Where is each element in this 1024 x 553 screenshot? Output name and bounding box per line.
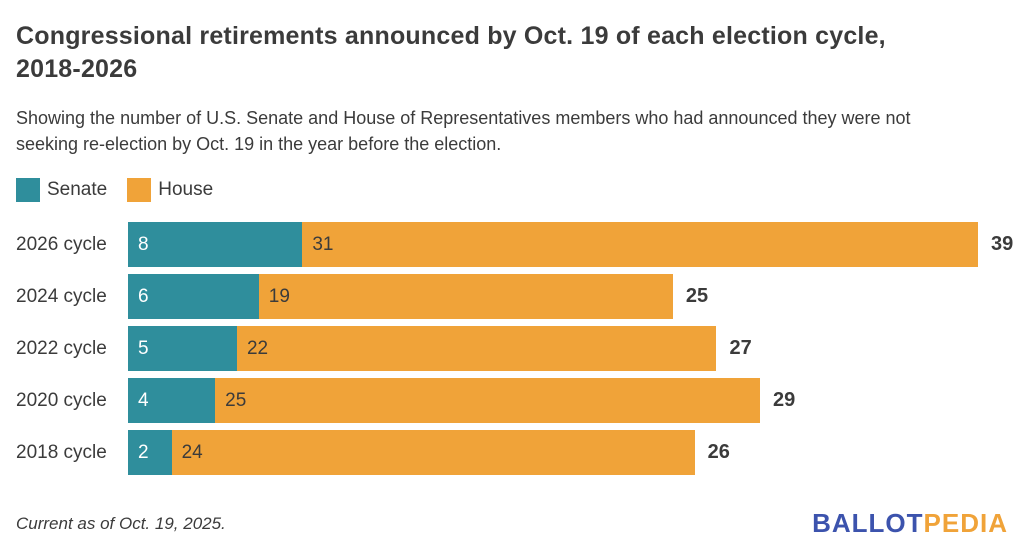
house-value-label: 19: [268, 285, 290, 307]
chart-row-2024: 2024 cycle 6 19 25: [16, 274, 1008, 319]
bar-chart: 2026 cycle 8 31 39 2024 cycle 6 19 25 2022 cycle…: [16, 222, 1013, 482]
legend-swatch-senate: [16, 178, 40, 202]
senate-segment: 5: [128, 326, 237, 371]
senate-segment: 2: [128, 430, 172, 475]
legend-item-house: House: [127, 178, 213, 202]
chart-row-2022: 2022 cycle 5 22 27: [16, 326, 1008, 371]
category-label: 2024 cycle: [16, 285, 107, 307]
total-value-label: 39: [990, 233, 1014, 255]
category-label: 2020 cycle: [16, 389, 107, 411]
stacked-bar: 6 19: [128, 274, 673, 319]
legend-label-senate: Senate: [47, 179, 108, 200]
total-value-label: 29: [773, 389, 796, 411]
house-segment: 31: [302, 222, 978, 267]
chart-row-2020: 2020 cycle 4 25 29: [16, 378, 1008, 423]
logo-part-pedia: PEDIA: [923, 508, 1008, 538]
house-segment: 22: [236, 326, 717, 371]
page-subtitle-line-1: Showing the number of U.S. Senate and Ho…: [16, 108, 911, 128]
chart-row-2018: 2018 cycle 2 24 26: [16, 430, 1008, 475]
senate-segment: 8: [128, 222, 303, 267]
category-label: 2018 cycle: [16, 441, 107, 463]
chart-row-2026: 2026 cycle 8 31 39: [16, 222, 1013, 267]
chart-footer: Current as of Oct. 19, 2025. BALLOTPEDIA: [16, 508, 1008, 539]
senate-segment: 6: [128, 274, 259, 319]
page-subtitle-line-2: seeking re-election by Oct. 19 in the ye…: [16, 134, 502, 154]
stacked-bar: 2 24: [128, 430, 695, 475]
page-title-line-2: 2018-2026: [16, 55, 138, 83]
house-value-label: 22: [246, 337, 269, 359]
footnote: Current as of Oct. 19, 2025.: [16, 513, 226, 533]
senate-value-label: 4: [138, 389, 149, 411]
page-title: Congressional retirements announced by O…: [16, 20, 1008, 86]
house-value-label: 25: [225, 389, 247, 411]
page-subtitle: Showing the number of U.S. Senate and Ho…: [16, 105, 1008, 157]
ballotpedia-logo: BALLOTPEDIA: [812, 508, 1008, 539]
house-value-label: 31: [312, 233, 334, 255]
stacked-bar: 8 31: [128, 222, 978, 267]
chart-legend: Senate House: [16, 178, 1008, 202]
senate-value-label: 6: [138, 285, 149, 307]
logo-part-ballot: BALLOT: [812, 508, 924, 538]
page-title-line-1: Congressional retirements announced by O…: [16, 22, 886, 50]
total-value-label: 25: [685, 285, 709, 307]
stacked-bar: 5 22: [128, 326, 717, 371]
stacked-bar: 4 25: [128, 378, 761, 423]
house-value-label: 24: [181, 441, 203, 463]
senate-value-label: 5: [138, 337, 149, 359]
legend-swatch-house: [127, 178, 152, 202]
legend-label-house: House: [158, 179, 214, 200]
house-segment: 24: [171, 430, 695, 475]
house-segment: 25: [215, 378, 761, 423]
legend-item-senate: Senate: [16, 178, 107, 202]
senate-value-label: 8: [138, 233, 149, 255]
total-value-label: 27: [729, 337, 752, 359]
house-segment: 19: [258, 274, 673, 319]
senate-value-label: 2: [138, 441, 149, 463]
category-label: 2022 cycle: [16, 337, 107, 359]
category-label: 2026 cycle: [16, 233, 107, 255]
total-value-label: 26: [707, 441, 730, 463]
senate-segment: 4: [128, 378, 216, 423]
